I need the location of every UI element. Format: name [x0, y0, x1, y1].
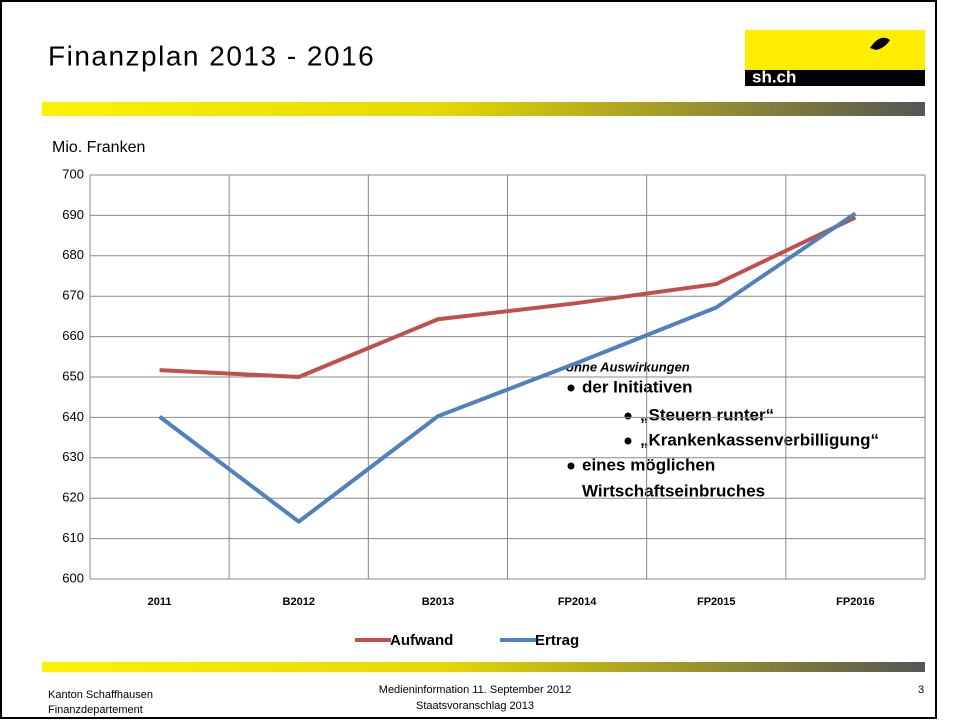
x-tick-label: FP2015: [697, 596, 736, 608]
annotation-item: „Krankenkassenverbilligung“: [640, 430, 879, 449]
footer-left: Finanzdepartement: [48, 704, 143, 716]
header-bar: [42, 102, 925, 116]
legend-label: Ertrag: [535, 632, 579, 649]
bullet: [624, 412, 632, 420]
footer-left: Kanton Schaffhausen: [48, 689, 153, 701]
y-tick-label: 640: [62, 409, 84, 424]
x-tick-label: B2012: [283, 596, 315, 608]
y-tick-label: 670: [62, 288, 84, 303]
y-tick-label: 660: [62, 328, 84, 343]
logo-text: sh.ch: [752, 67, 796, 86]
x-tick-label: FP2014: [558, 596, 597, 608]
annotation-item: Wirtschaftseinbruches: [582, 481, 765, 500]
y-tick-label: 690: [62, 207, 84, 222]
slide-border: [0, 0, 937, 719]
y-tick-label: 650: [62, 368, 84, 383]
logo-band: [745, 70, 925, 86]
y-tick-label: 600: [62, 570, 84, 585]
footer-center: Staatsvoranschlag 2013: [416, 700, 534, 712]
annotation-item: eines möglichen: [582, 455, 715, 474]
footer-center: Medieninformation 11. September 2012: [379, 684, 571, 696]
bullet: [624, 437, 632, 445]
title: Finanzplan 2013 - 2016: [48, 40, 375, 71]
legend-label: Aufwand: [390, 632, 453, 649]
annotation-item: der Initiativen: [582, 377, 693, 396]
y-tick-label: 680: [62, 247, 84, 262]
x-tick-label: FP2016: [836, 596, 875, 608]
bullet: [567, 462, 575, 470]
footer-bar: [42, 662, 925, 672]
plot: 600 610 620 630 640 650 660 670 680 690 700 2011 B20…: [62, 166, 926, 649]
y-tick-label: 620: [62, 490, 84, 505]
page-number: 3: [918, 684, 924, 696]
series-line: [159, 215, 857, 379]
x-tick-label: B2013: [422, 596, 454, 608]
series-line: [158, 211, 857, 524]
bullet: [567, 384, 575, 392]
annotation-heading: ohne Auswirkungen: [566, 359, 690, 374]
y-tick-label: 700: [62, 166, 84, 181]
y-tick-label: 610: [62, 530, 84, 545]
logo-icon: [870, 37, 890, 50]
y-axis-label: Mio. Franken: [52, 139, 145, 156]
x-tick-label: 2011: [148, 596, 172, 608]
y-tick-label: 630: [62, 449, 84, 464]
annotation-item: „Steuern runter“: [640, 405, 774, 424]
